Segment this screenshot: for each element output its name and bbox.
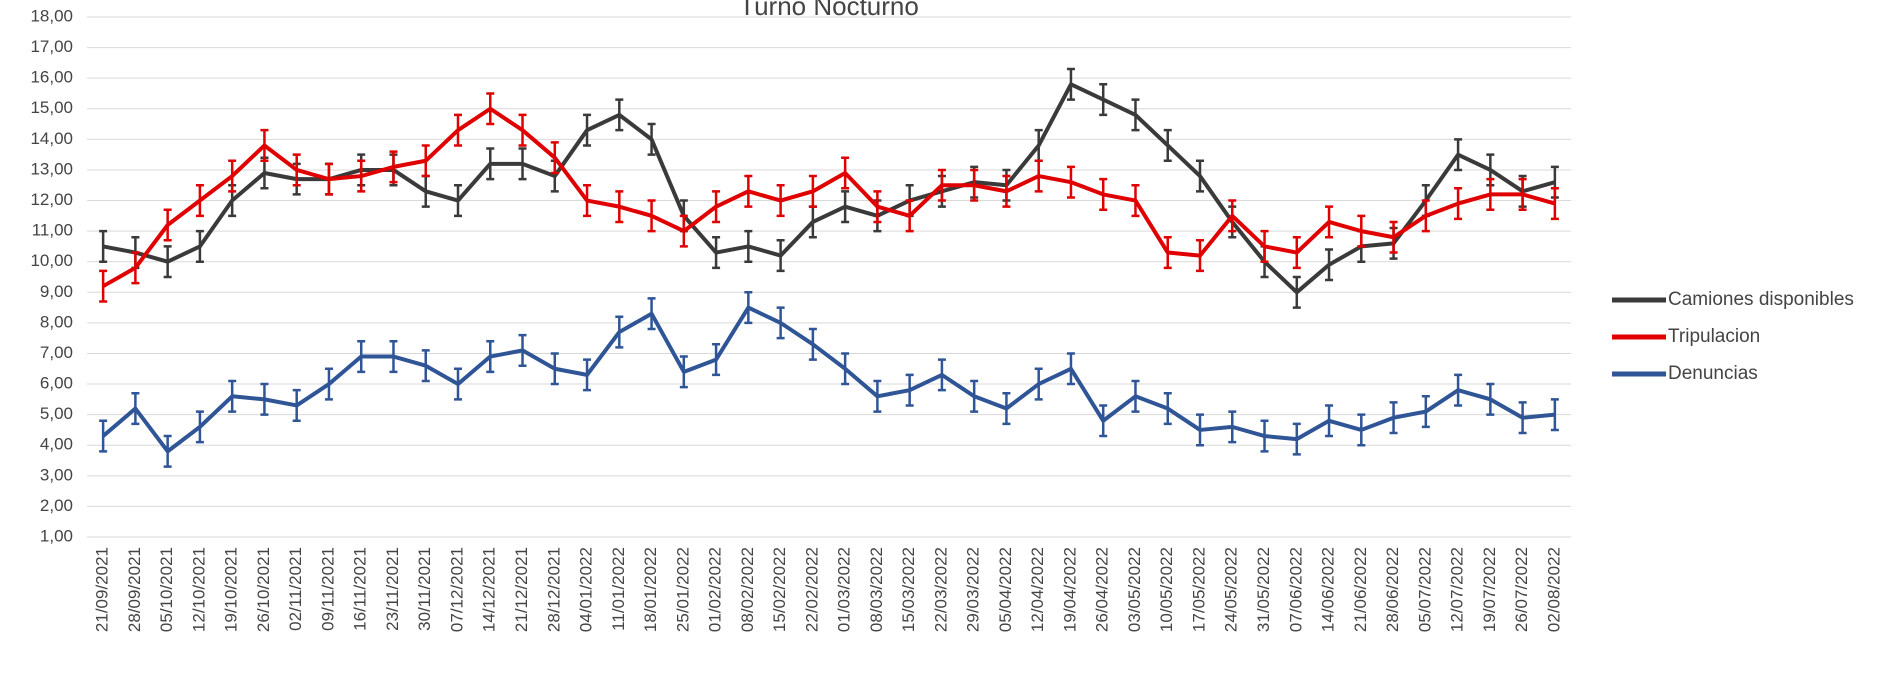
x-tick-label: 21/09/2021 <box>93 547 112 632</box>
x-tick-label: 26/10/2021 <box>254 547 273 632</box>
x-tick-label: 19/10/2021 <box>222 547 241 632</box>
y-tick-label: 13,00 <box>30 159 73 178</box>
x-tick-label: 21/06/2022 <box>1351 547 1370 632</box>
x-tick-label: 22/02/2022 <box>802 547 821 632</box>
x-tick-label: 19/04/2022 <box>1060 547 1079 632</box>
y-tick-label: 4,00 <box>40 435 73 454</box>
x-tick-label: 05/10/2021 <box>157 547 176 632</box>
y-tick-label: 7,00 <box>40 343 73 362</box>
x-tick-label: 12/07/2022 <box>1448 547 1467 632</box>
legend-label: Tripulacion <box>1668 326 1760 347</box>
series-line <box>102 106 1556 288</box>
x-tick-label: 28/12/2021 <box>544 547 563 632</box>
x-tick-label: 09/11/2021 <box>318 547 337 631</box>
x-tick-label: 23/11/2021 <box>383 547 402 631</box>
x-tick-label: 16/11/2021 <box>351 547 370 631</box>
x-tick-label: 14/06/2022 <box>1319 547 1338 632</box>
y-tick-label: 3,00 <box>40 465 73 484</box>
legend-label: Denuncias <box>1668 363 1758 384</box>
y-tick-label: 14,00 <box>30 129 73 148</box>
x-tick-label: 15/02/2022 <box>770 547 789 632</box>
error-bar <box>1550 398 1559 432</box>
x-tick-label: 26/07/2022 <box>1512 547 1531 632</box>
x-tick-label: 21/12/2021 <box>512 547 531 632</box>
x-tick-label: 28/09/2021 <box>125 547 144 632</box>
error-bar <box>1550 187 1559 221</box>
x-tick-label: 05/04/2022 <box>996 547 1015 632</box>
chart-title: Turno Nocturno <box>739 0 919 21</box>
x-tick-label: 07/06/2022 <box>1286 547 1305 632</box>
error-bar <box>99 419 108 453</box>
y-tick-label: 11,00 <box>32 221 73 240</box>
x-tick-label: 30/11/2021 <box>415 547 434 631</box>
x-tick-label: 12/04/2022 <box>1028 547 1047 632</box>
x-tick-label: 17/05/2022 <box>1189 547 1208 632</box>
y-tick-label: 12,00 <box>30 190 73 209</box>
y-tick-label: 2,00 <box>40 496 73 515</box>
y-tick-label: 10,00 <box>30 251 73 270</box>
x-tick-label: 02/11/2021 <box>286 547 305 631</box>
x-tick-label: 04/01/2022 <box>577 547 596 632</box>
error-bar <box>99 229 108 263</box>
x-tick-label: 31/05/2022 <box>1254 547 1273 632</box>
x-tick-label: 29/03/2022 <box>964 547 983 632</box>
x-tick-label: 11/01/2022 <box>609 547 628 631</box>
y-tick-label: 9,00 <box>40 282 73 301</box>
y-tick-label: 18,00 <box>30 6 73 25</box>
x-tick-label: 08/02/2022 <box>738 547 757 632</box>
x-tick-label: 28/06/2022 <box>1383 547 1402 632</box>
x-tick-label: 25/01/2022 <box>673 547 692 632</box>
y-tick-label: 1,00 <box>40 526 73 545</box>
x-tick-label: 07/12/2021 <box>447 547 466 632</box>
y-tick-label: 6,00 <box>40 374 73 393</box>
x-tick-label: 19/07/2022 <box>1480 547 1499 632</box>
x-tick-label: 02/08/2022 <box>1544 547 1563 632</box>
x-tick-label: 10/05/2022 <box>1157 547 1176 632</box>
y-tick-label: 17,00 <box>30 37 73 56</box>
x-tick-label: 24/05/2022 <box>1222 547 1241 632</box>
x-tick-label: 15/03/2022 <box>899 547 918 632</box>
y-tick-label: 5,00 <box>40 404 73 423</box>
x-tick-label: 05/07/2022 <box>1415 547 1434 632</box>
x-tick-label: 03/05/2022 <box>1125 547 1144 632</box>
error-bar <box>99 269 108 303</box>
y-tick-label: 16,00 <box>30 68 73 87</box>
series-line <box>102 82 1556 295</box>
legend-label: Camiones disponibles <box>1668 289 1854 310</box>
x-tick-label: 01/02/2022 <box>706 547 725 632</box>
x-tick-label: 26/04/2022 <box>1093 547 1112 632</box>
x-tick-label: 22/03/2022 <box>931 547 950 632</box>
x-tick-label: 18/01/2022 <box>641 547 660 632</box>
x-tick-label: 14/12/2021 <box>480 547 499 632</box>
y-tick-label: 8,00 <box>40 312 73 331</box>
x-tick-label: 12/10/2021 <box>189 547 208 632</box>
y-tick-label: 15,00 <box>30 98 73 117</box>
x-tick-label: 01/03/2022 <box>835 547 854 632</box>
series-line <box>101 305 1556 454</box>
x-tick-label: 08/03/2022 <box>867 547 886 632</box>
